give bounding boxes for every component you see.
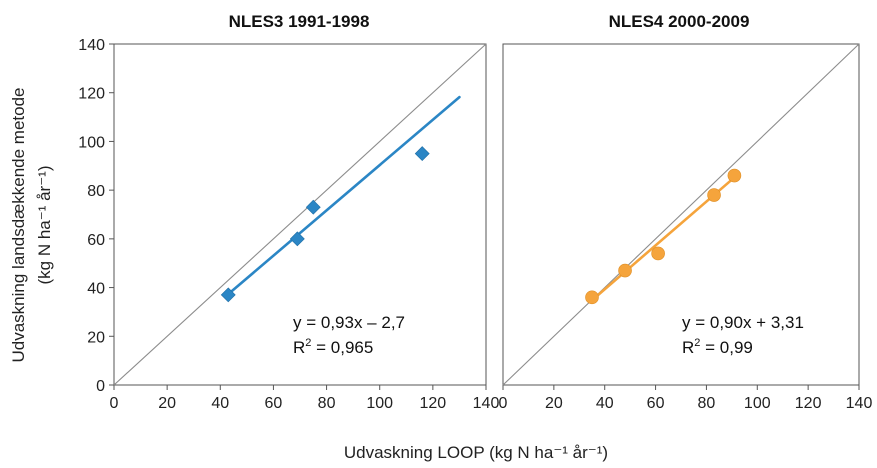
panel2-xtick-label: 60: [647, 395, 665, 412]
panel1-data-point: [220, 287, 236, 303]
panel2-data-point: [707, 188, 721, 202]
panel1-frame: [113, 43, 487, 386]
panel2-data-point: [727, 168, 742, 183]
panel2-xtick-label: 0: [499, 395, 508, 412]
panel1-ytick-label: 100: [78, 134, 105, 151]
panel1-xtick-label: 100: [366, 395, 393, 412]
panel2-data-point: [585, 290, 599, 305]
panel1-data-point: [305, 199, 321, 215]
panel1-xtick-label: 60: [265, 395, 283, 412]
y-axis-label-line1: Udvaskning landsdækkende metode: [9, 87, 28, 362]
panel1-ytick-label: 60: [87, 232, 105, 249]
panel1-ytick-label: 20: [87, 329, 105, 346]
panel1-identity-line: [113, 43, 487, 386]
panel2-r-squared: R2 = 0,99: [682, 337, 753, 357]
panel1-data-point: [414, 146, 430, 162]
panel2-xtick-label: 120: [795, 395, 822, 412]
panel2-xtick-label: 100: [744, 395, 771, 412]
panel1-fit-line: [226, 95, 461, 296]
panel2-xtick-label: 20: [545, 395, 563, 412]
panel1-ytick-label: 120: [78, 86, 105, 103]
panel2-xtick-label: 40: [596, 395, 614, 412]
panel2-xtick-label: 80: [698, 395, 716, 412]
panel1-xtick-label: 120: [420, 395, 447, 412]
x-axis-label: Udvaskning LOOP (kg N ha⁻¹ år⁻¹): [344, 443, 608, 462]
panel1-ytick-label: 140: [78, 37, 105, 54]
panel2-equation: y = 0,90x + 3,31: [682, 313, 804, 332]
panel1-equation: y = 0,93x – 2,7: [293, 313, 405, 332]
panel2-xtick-label: 140: [846, 395, 873, 412]
panel2-plot: 0 20 40 60 80 100 120 140 y = 0,90x + 3,31 R2 = 0…: [499, 43, 873, 412]
panel1-xtick-label: 80: [318, 395, 336, 412]
panel2-frame: [502, 43, 860, 386]
panel1-xtick-label: 0: [110, 395, 119, 412]
panel1-xtick-label: 40: [211, 395, 229, 412]
panel1-r-squared: R2 = 0,965: [293, 337, 373, 357]
panel1-plot: 0 20 40 60 80 100 120 140 0 20 40 60 80 100 120 140 y = …: [78, 37, 499, 412]
panel1-data-point: [289, 231, 305, 247]
y-axis-label-line2: (kg N ha⁻¹ år⁻¹): [35, 165, 54, 284]
panel1-ytick-label: 0: [96, 378, 105, 395]
panel1-ytick-label: 80: [87, 183, 105, 200]
panel1-xtick-label: 140: [473, 395, 500, 412]
panel1-ytick-label: 40: [87, 281, 105, 298]
panel2-data-point: [651, 246, 665, 261]
panel2-identity-line: [502, 43, 860, 386]
panel1-title: NLES3 1991-1998: [229, 12, 370, 31]
panel1-xtick-label: 20: [158, 395, 176, 412]
panel2-title: NLES4 2000-2009: [609, 12, 750, 31]
panel2-data-point: [618, 263, 632, 278]
